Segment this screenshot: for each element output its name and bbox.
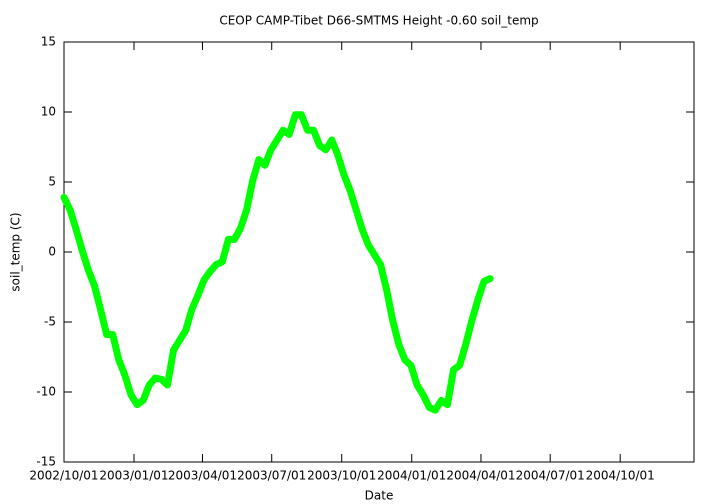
x-tick-label: 2003/10/01 — [307, 469, 376, 483]
y-tick-label: 5 — [48, 175, 56, 189]
x-tick-label: 2004/01/01 — [377, 469, 446, 483]
x-tick-label: 2003/01/01 — [99, 469, 168, 483]
x-tick-label: 2004/07/01 — [516, 469, 585, 483]
y-tick-label: -10 — [36, 385, 56, 399]
y-axis-label: soil_temp (C) — [9, 212, 23, 291]
data-line — [60, 111, 494, 414]
y-tick-label: -15 — [36, 455, 56, 469]
x-axis-label: Date — [365, 489, 394, 503]
x-tick-label: 2003/04/01 — [168, 469, 237, 483]
plot-frame — [63, 41, 695, 463]
y-tick-label: 0 — [48, 245, 56, 259]
chart-title: CEOP CAMP-Tibet D66-SMTMS Height -0.60 s… — [219, 14, 538, 28]
y-tick-label: -5 — [44, 315, 56, 329]
x-tick-label: 2004/10/01 — [586, 469, 655, 483]
x-tick-label: 2002/10/01 — [29, 469, 98, 483]
y-tick-label: 10 — [41, 105, 56, 119]
y-tick-label: 15 — [41, 35, 56, 49]
x-tick-label: 2003/07/01 — [237, 469, 306, 483]
x-tick-label: 2004/04/01 — [446, 469, 515, 483]
